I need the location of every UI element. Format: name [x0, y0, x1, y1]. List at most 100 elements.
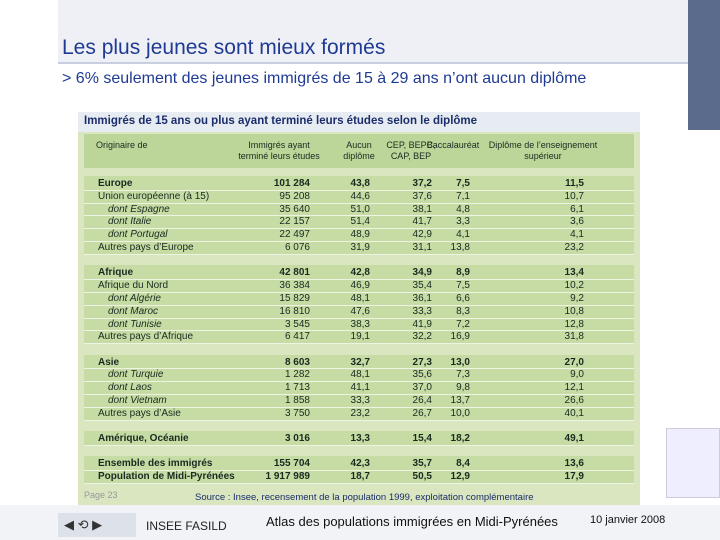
row-label: Amérique, Océanie: [98, 433, 189, 445]
cell-value: 38,1: [412, 203, 432, 215]
cell-value: 10,2: [564, 280, 584, 292]
cell-value: 3 016: [284, 433, 310, 445]
row-line: [84, 406, 634, 408]
cell-value: 49,1: [564, 433, 584, 445]
cell-value: 23,2: [564, 242, 584, 253]
cell-value: 37,2: [412, 178, 432, 189]
cell-value: 19,1: [350, 331, 370, 343]
row-label: Union européenne (à 15): [98, 190, 210, 202]
cell-value: 1 282: [284, 369, 310, 381]
cell-value: 27,3: [412, 356, 432, 368]
column-header: Originaire de: [96, 140, 148, 150]
cell-value: 50,5: [412, 471, 432, 483]
row-label: Population de Midi-Pyrénées: [98, 471, 235, 483]
subtitle: > 6% seulement des jeunes immigrés de 15…: [62, 70, 587, 87]
column-header: Baccalauréat: [426, 140, 480, 150]
cell-value: 9,0: [570, 369, 584, 381]
cell-value: 15 829: [279, 292, 310, 304]
cell-value: 41,7: [412, 216, 432, 228]
cell-value: 17,9: [564, 471, 584, 483]
cell-value: 48,1: [350, 292, 370, 304]
row-label: Autres pays d’Afrique: [98, 331, 194, 343]
cell-value: 36 384: [279, 280, 310, 292]
cell-value: 37,0: [412, 382, 432, 394]
cell-value: 37,6: [412, 190, 432, 202]
cell-value: 12,1: [564, 382, 584, 394]
nav-box: [58, 513, 136, 537]
row-label: dont Maroc: [108, 305, 159, 317]
row-line: [84, 444, 634, 446]
cell-value: 4,8: [456, 203, 470, 215]
source: Source : Insee, recensement de la popula…: [195, 492, 534, 503]
row-line: [84, 189, 634, 191]
row-line: [84, 381, 634, 383]
cell-value: 8 603: [284, 356, 310, 368]
row-label: dont Italie: [108, 216, 152, 228]
row-label: dont Portugal: [108, 229, 168, 241]
cell-value: 32,2: [412, 331, 432, 343]
cell-value: 47,6: [350, 305, 370, 317]
cell-value: 6,6: [456, 292, 470, 304]
nav-buttons[interactable]: ◀ ⟲ ▶: [64, 517, 103, 532]
cell-value: 40,1: [564, 407, 584, 419]
table-title-band: [78, 112, 640, 132]
cell-value: 31,8: [564, 331, 584, 343]
column-header: Immigrés ayant terminé leurs études: [238, 140, 320, 161]
cell-value: 13,8: [450, 242, 470, 253]
row-label: Autres pays d’Europe: [98, 242, 194, 253]
cell-value: 7,3: [456, 369, 470, 381]
row-line: [84, 215, 634, 217]
cell-value: 42 801: [279, 267, 310, 279]
cell-value: 3,6: [570, 216, 584, 228]
row-label: dont Vietnam: [108, 395, 167, 406]
cell-value: 48,1: [350, 369, 370, 381]
header-band: [84, 134, 634, 168]
footer-org: INSEE FASILD: [146, 519, 227, 533]
row-label: dont Tunisie: [108, 318, 162, 330]
cell-value: 42,3: [350, 458, 370, 470]
cell-value: 42,8: [350, 267, 370, 279]
cell-value: 43,8: [350, 178, 370, 189]
subtitle-text: 6% seulement des jeunes immigrés de 15 à…: [75, 70, 587, 87]
cell-value: 51,0: [350, 203, 370, 215]
cell-value: 51,4: [350, 216, 370, 228]
cell-value: 15,4: [412, 433, 432, 445]
cell-value: 44,6: [350, 190, 370, 202]
cell-value: 26,4: [412, 395, 432, 406]
cell-value: 1 917 989: [265, 471, 311, 483]
cell-value: 16,9: [450, 331, 470, 343]
group-band: [84, 431, 634, 446]
title: Les plus jeunes sont mieux formés: [62, 36, 386, 59]
top-band: [58, 0, 688, 62]
row-line: [84, 304, 634, 306]
column-header: Aucun diplôme: [343, 140, 375, 161]
cell-value: 155 704: [273, 458, 310, 470]
cell-value: 3 545: [284, 318, 310, 330]
cell-value: 10,7: [564, 190, 584, 202]
title-rule: [58, 62, 688, 64]
footer-atlas: Atlas des populations immigrées en Midi-…: [266, 514, 558, 529]
cell-value: 13,7: [450, 395, 470, 406]
cell-value: 1 858: [284, 395, 310, 406]
cell-value: 3,3: [456, 216, 470, 228]
cell-value: 12,8: [564, 318, 584, 330]
row-line: [84, 394, 634, 395]
cell-value: 26,6: [564, 395, 584, 406]
cell-value: 13,4: [564, 267, 584, 279]
row-line: [84, 253, 634, 255]
cell-value: 12,9: [450, 471, 470, 483]
row-line: [84, 368, 634, 370]
cell-value: 27,0: [564, 356, 584, 368]
row-line: [84, 202, 634, 204]
cell-value: 4,1: [456, 229, 470, 241]
logos: [666, 428, 720, 498]
row-line: [84, 483, 634, 484]
cell-value: 11,5: [565, 178, 584, 189]
cell-value: 18,2: [450, 433, 470, 445]
group-band: [84, 354, 634, 421]
row-line: [84, 343, 634, 345]
cell-value: 13,6: [564, 458, 584, 470]
cell-value: 13,0: [450, 356, 470, 368]
cell-value: 35,6: [412, 369, 432, 381]
